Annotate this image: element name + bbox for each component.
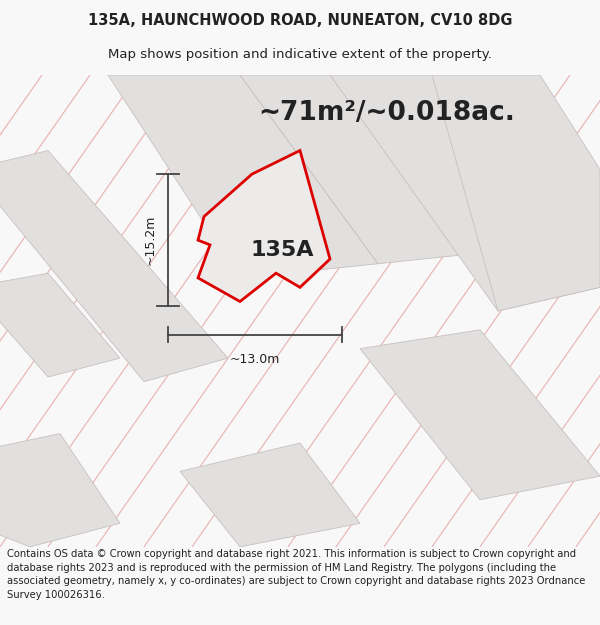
Polygon shape (198, 151, 330, 301)
Polygon shape (180, 443, 360, 547)
Text: 135A, HAUNCHWOOD ROAD, NUNEATON, CV10 8DG: 135A, HAUNCHWOOD ROAD, NUNEATON, CV10 8D… (88, 12, 512, 28)
Polygon shape (0, 151, 228, 382)
Polygon shape (360, 330, 600, 500)
Text: 135A: 135A (250, 239, 314, 259)
Polygon shape (330, 75, 600, 311)
Text: Map shows position and indicative extent of the property.: Map shows position and indicative extent… (108, 48, 492, 61)
Text: ~71m²/~0.018ac.: ~71m²/~0.018ac. (258, 100, 515, 126)
Text: Contains OS data © Crown copyright and database right 2021. This information is : Contains OS data © Crown copyright and d… (7, 549, 586, 600)
Text: ~15.2m: ~15.2m (143, 215, 157, 266)
Polygon shape (432, 75, 600, 311)
Polygon shape (0, 434, 120, 547)
Text: ~13.0m: ~13.0m (230, 353, 280, 366)
Polygon shape (240, 75, 468, 264)
Polygon shape (108, 75, 378, 278)
Polygon shape (0, 273, 120, 377)
